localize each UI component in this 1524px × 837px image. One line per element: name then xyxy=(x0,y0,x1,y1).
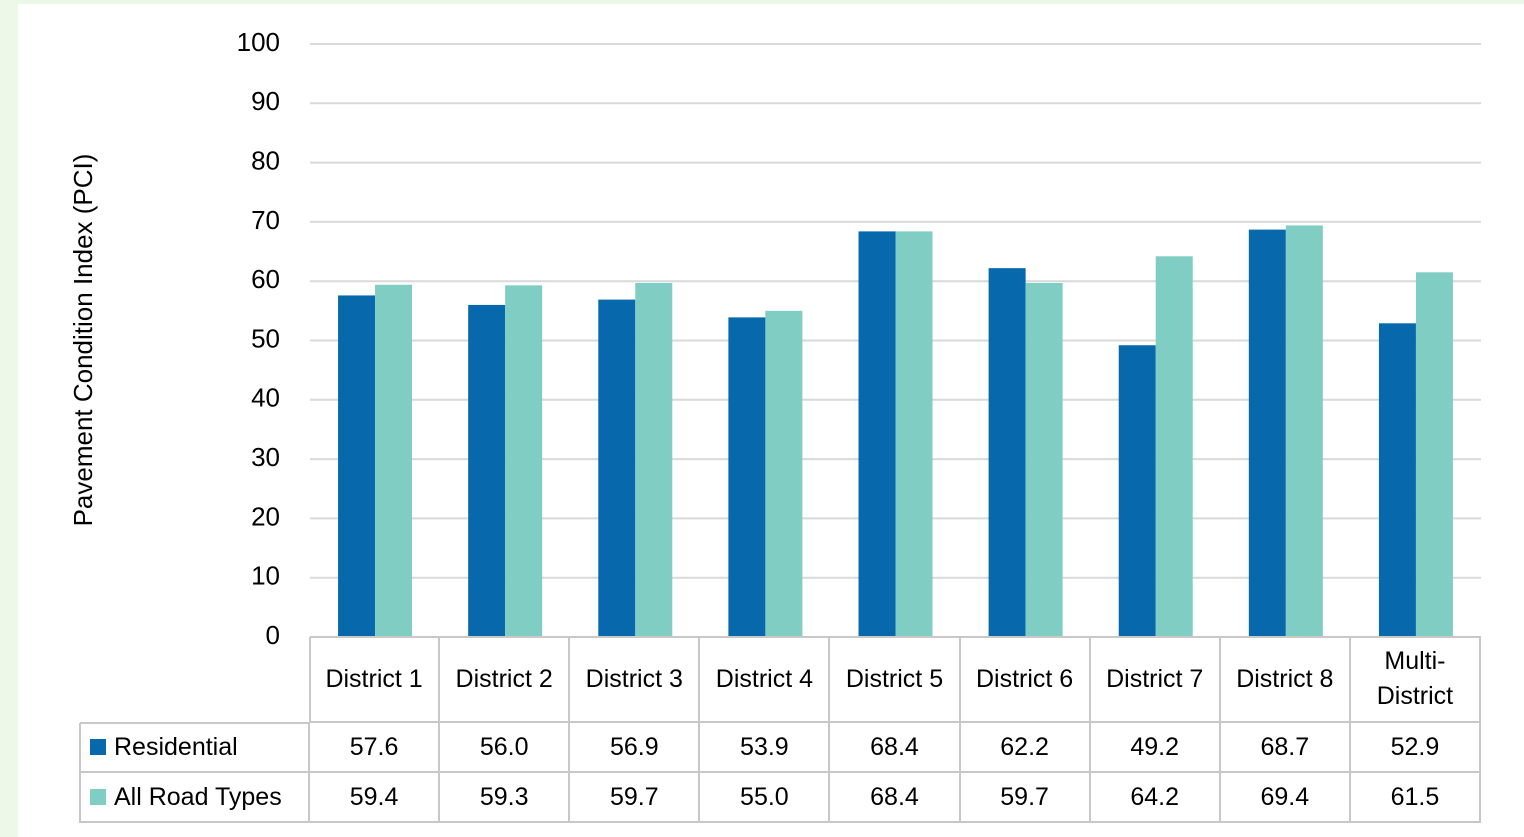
x-tick-label: District 4 xyxy=(700,637,831,723)
y-tick-label: 80 xyxy=(251,145,280,175)
data-label: 53.9 xyxy=(700,723,831,773)
data-label: 49.2 xyxy=(1090,723,1221,773)
y-tick-label: 50 xyxy=(251,323,280,353)
x-tick-label: District 6 xyxy=(960,637,1091,723)
y-tick-label: 0 xyxy=(266,620,280,650)
bar xyxy=(1118,345,1156,637)
bar xyxy=(375,284,413,637)
bar xyxy=(1248,229,1286,637)
bar xyxy=(1285,225,1323,637)
bar xyxy=(598,299,636,637)
data-label: 52.9 xyxy=(1350,723,1481,773)
x-tick-label: District 5 xyxy=(830,637,961,723)
y-tick-label: 40 xyxy=(251,383,280,413)
x-tick-label: District 8 xyxy=(1220,637,1351,723)
data-label: 56.0 xyxy=(440,723,571,773)
data-label: 68.4 xyxy=(830,723,961,773)
y-tick-label: 60 xyxy=(251,264,280,294)
bar xyxy=(765,310,803,637)
y-tick-label: 90 xyxy=(251,86,280,116)
legend-label: All Road Types xyxy=(114,782,282,811)
bar xyxy=(1025,282,1063,637)
bar xyxy=(468,304,506,637)
y-tick-label: 70 xyxy=(251,205,280,235)
bar xyxy=(1415,272,1453,637)
x-tick-label: Multi-District xyxy=(1350,637,1481,723)
data-label: 59.7 xyxy=(960,773,1091,823)
bar xyxy=(988,268,1026,637)
data-label: 57.6 xyxy=(310,723,441,773)
legend-label: Residential xyxy=(114,732,238,761)
bar xyxy=(505,285,543,637)
legend-swatch xyxy=(90,789,106,805)
data-label: 61.5 xyxy=(1350,773,1481,823)
data-label: 68.4 xyxy=(830,773,961,823)
bar xyxy=(895,231,933,637)
y-tick-label: 100 xyxy=(237,27,280,57)
bar xyxy=(1378,323,1416,637)
legend-entry: Residential xyxy=(80,723,310,773)
data-label: 64.2 xyxy=(1090,773,1221,823)
y-axis-label: Pavement Condition Index (PCI) xyxy=(68,154,98,527)
data-label: 55.0 xyxy=(700,773,831,823)
x-tick-label: District 2 xyxy=(440,637,571,723)
data-label: 62.2 xyxy=(960,723,1091,773)
data-label: 59.4 xyxy=(310,773,441,823)
data-label: 59.3 xyxy=(440,773,571,823)
legend-swatch xyxy=(90,739,106,755)
bar xyxy=(728,317,766,637)
x-tick-label: District 7 xyxy=(1090,637,1221,723)
data-label: 56.9 xyxy=(570,723,701,773)
bar xyxy=(338,295,376,637)
y-tick-label: 20 xyxy=(251,501,280,531)
bar xyxy=(858,231,896,637)
bar xyxy=(635,282,673,637)
x-tick-label: District 3 xyxy=(570,637,701,723)
y-tick-label: 10 xyxy=(251,561,280,591)
data-label: 69.4 xyxy=(1220,773,1351,823)
legend-entry: All Road Types xyxy=(80,773,310,823)
data-label: 68.7 xyxy=(1220,723,1351,773)
bar xyxy=(1155,256,1193,637)
data-label: 59.7 xyxy=(570,773,701,823)
x-tick-label: District 1 xyxy=(310,637,441,723)
y-tick-label: 30 xyxy=(251,442,280,472)
